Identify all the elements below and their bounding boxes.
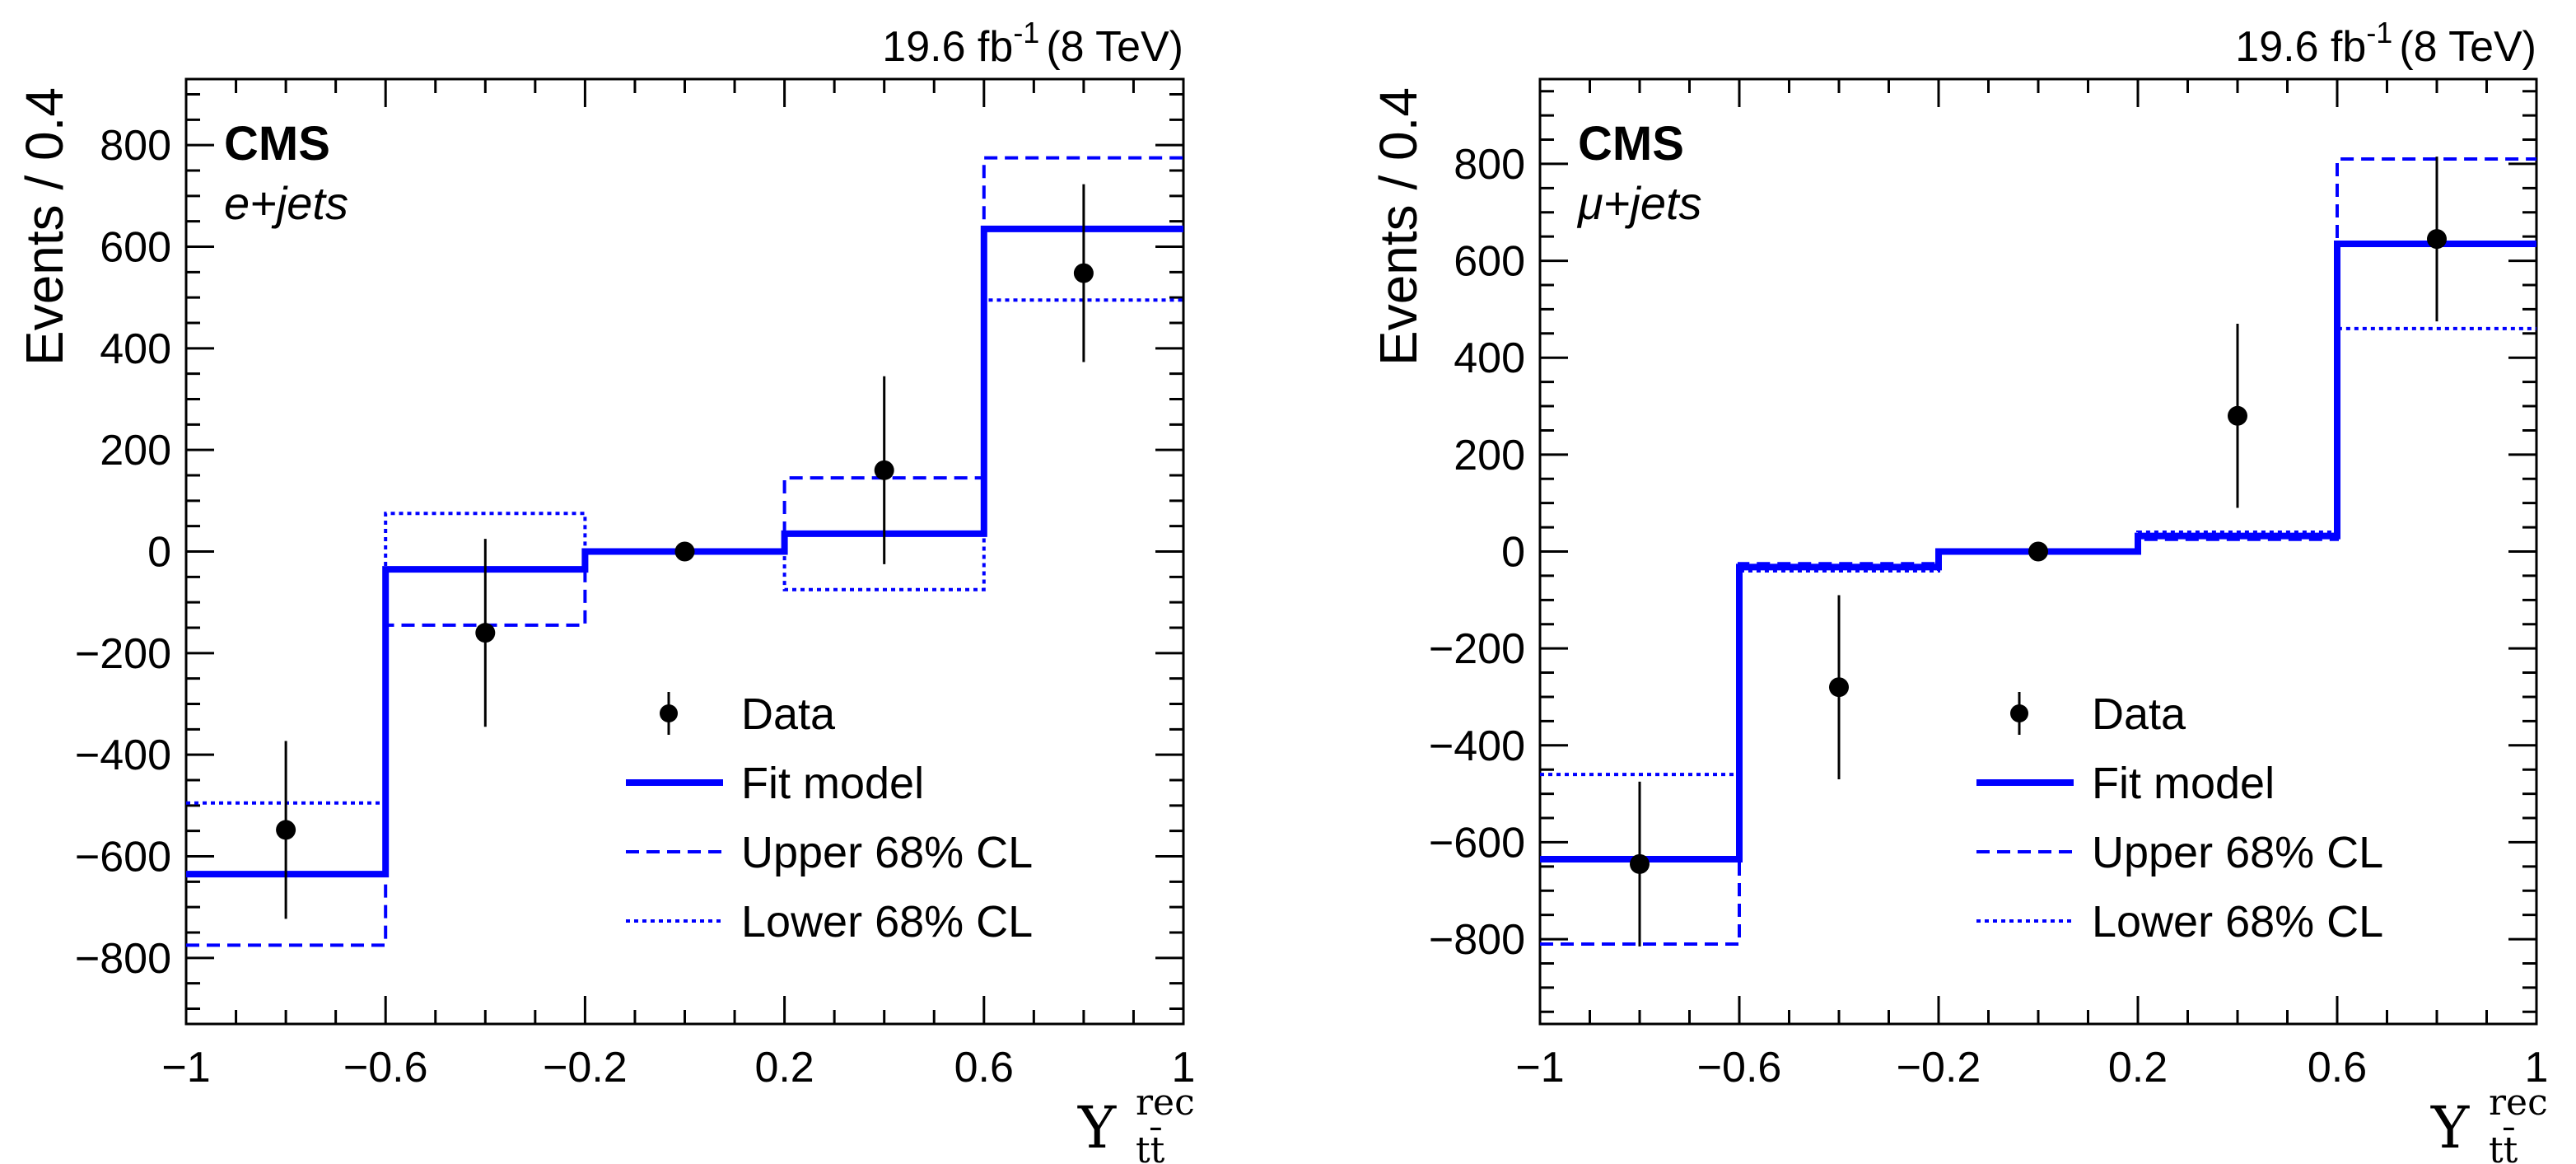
x-tick-label: −0.6	[1697, 1044, 1782, 1092]
y-tick-label: −600	[75, 834, 171, 881]
y-tick-label: −200	[75, 630, 171, 678]
x-tick-label: 0.6	[954, 1044, 1014, 1092]
cms-label: CMS	[1578, 117, 1684, 171]
legend-label-dashed: Upper 68% CL	[2092, 828, 2383, 877]
x-tick-label: 0.2	[754, 1044, 814, 1092]
y-tick-label: 600	[1454, 238, 1525, 286]
x-axis-label: Υ	[2430, 1094, 2470, 1162]
y-tick-label: 600	[100, 224, 171, 272]
y-tick-label: −400	[75, 732, 171, 779]
x-tick-label: −0.6	[343, 1044, 428, 1092]
x-axis-label: Υ	[1077, 1094, 1117, 1162]
lumi-exponent: -1	[1013, 16, 1039, 49]
x-tick-label: −0.2	[1897, 1044, 1981, 1092]
panel-0: −1 −0.6 −0.2 0.2 0.6 1 −800 −600 −400 −200 0 200 400…	[15, 16, 1195, 1164]
lumi-value: 19.6 fb	[2235, 23, 2366, 71]
y-tick-label: 800	[1454, 141, 1525, 189]
y-axis-label: Events / 0.4	[15, 87, 74, 366]
panel-1: −1 −0.6 −0.2 0.2 0.6 1 −800 −600 −400 −200 0 200 400…	[1369, 16, 2548, 1164]
x-axis-label-sub: tt̄	[1136, 1126, 1165, 1164]
channel-label: μ+jets	[1576, 177, 1702, 229]
channel-label: e+jets	[224, 177, 348, 229]
data-point	[276, 820, 296, 840]
data-point	[1630, 853, 1650, 874]
legend-label-dotted: Lower 68% CL	[741, 897, 1033, 947]
y-tick-label: 0	[1501, 529, 1525, 577]
y-tick-label: 0	[147, 529, 171, 577]
data-point	[674, 541, 695, 562]
y-tick-label: −800	[1429, 916, 1525, 964]
data-point	[2427, 229, 2447, 250]
lumi-label: 19.6 fb-1 (8 TeV)	[2235, 16, 2536, 71]
lumi-energy: (8 TeV)	[1046, 23, 1183, 71]
data-point	[874, 460, 894, 480]
y-tick-label: −200	[1429, 625, 1525, 673]
legend: Data Fit model Upper 68% CL Lower 68% CL	[626, 690, 1033, 947]
legend-label-dotted: Lower 68% CL	[2092, 897, 2383, 947]
data-point	[475, 623, 496, 643]
x-tick-label: −1	[1515, 1044, 1564, 1092]
y-tick-label: −800	[75, 935, 171, 983]
legend-label-data: Data	[741, 690, 836, 739]
x-axis-label-sup: rec	[1136, 1082, 1195, 1124]
y-tick-label: −600	[1429, 819, 1525, 867]
data-point	[2028, 541, 2048, 562]
y-tick-label: −400	[1429, 722, 1525, 770]
cms-label: CMS	[224, 117, 330, 171]
x-tick-label: −0.2	[543, 1044, 628, 1092]
legend-label-dashed: Upper 68% CL	[741, 828, 1033, 877]
legend-data-marker	[660, 704, 678, 722]
y-tick-label: 800	[100, 122, 171, 170]
x-axis-label-sub: tt̄	[2489, 1126, 2518, 1164]
x-tick-label: 0.6	[2308, 1044, 2367, 1092]
lumi-value: 19.6 fb	[882, 23, 1013, 71]
legend-label-data: Data	[2092, 690, 2186, 739]
x-tick-label: 1	[1172, 1044, 1196, 1092]
lumi-exponent: -1	[2366, 16, 2392, 49]
y-axis-label: Events / 0.4	[1369, 87, 1428, 366]
lumi-energy: (8 TeV)	[2399, 23, 2536, 71]
data-point	[1829, 677, 1849, 698]
x-axis-label-sup: rec	[2489, 1082, 2548, 1124]
legend: Data Fit model Upper 68% CL Lower 68% CL	[1976, 690, 2383, 947]
x-tick-label: 0.2	[2108, 1044, 2168, 1092]
legend-label-solid: Fit model	[2092, 759, 2275, 808]
data-point	[1073, 263, 1094, 283]
legend-label-solid: Fit model	[741, 759, 924, 808]
y-tick-label: 200	[1454, 432, 1525, 479]
lumi-label: 19.6 fb-1 (8 TeV)	[882, 16, 1183, 71]
y-tick-label: 400	[1454, 334, 1525, 382]
x-tick-label: −1	[161, 1044, 210, 1092]
y-tick-label: 400	[100, 325, 171, 373]
data-point	[2228, 405, 2247, 426]
x-tick-label: 1	[2525, 1044, 2549, 1092]
legend-data-marker	[2010, 704, 2028, 722]
y-tick-label: 200	[100, 427, 171, 474]
